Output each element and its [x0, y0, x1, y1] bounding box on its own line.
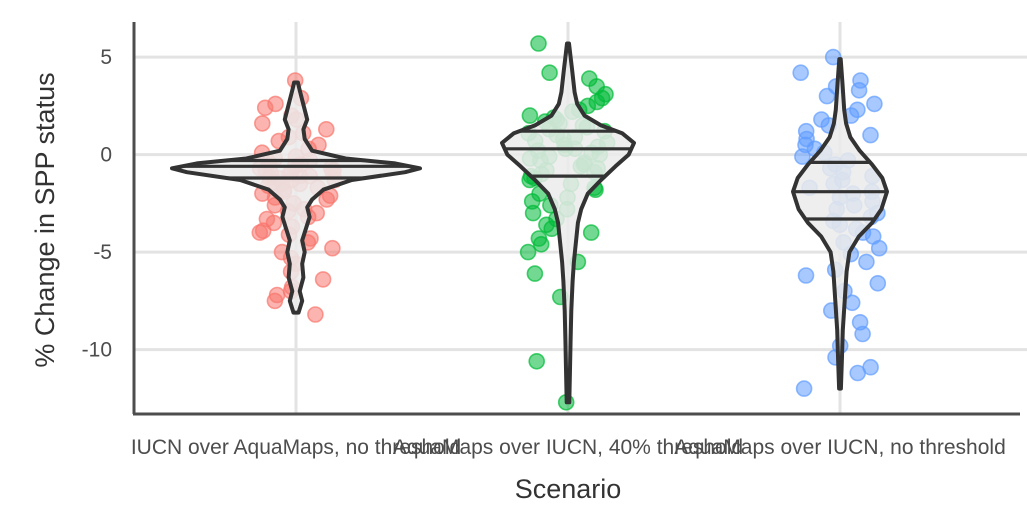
data-point: [317, 121, 335, 138]
data-point: [524, 204, 542, 222]
violin-shape: [791, 57, 889, 391]
data-point: [869, 274, 887, 292]
data-point: [797, 267, 815, 284]
x-tick-label: AquaMaps over IUCN, 40% threshold: [393, 436, 743, 459]
data-point: [870, 239, 888, 257]
data-point: [521, 107, 539, 124]
data-point: [314, 271, 332, 288]
axes: [132, 22, 1020, 416]
y-tick-label: -5: [93, 241, 112, 264]
data-point: [854, 325, 871, 343]
data-point: [251, 224, 269, 241]
data-point: [324, 239, 341, 257]
y-tick-label: -10: [82, 339, 112, 362]
data-point: [532, 236, 550, 253]
data-point: [530, 35, 547, 52]
data-point: [253, 115, 271, 132]
data-point: [526, 265, 544, 282]
data-point: [794, 148, 811, 165]
data-point: [862, 126, 879, 144]
data-point: [541, 64, 558, 81]
data-point: [307, 306, 324, 323]
violin-shape: [170, 80, 422, 315]
x-tick-label: IUCN over AquaMaps, no threshold: [131, 436, 461, 459]
data-point: [266, 292, 284, 310]
data-point: [519, 243, 537, 261]
y-axis-title: % Change in SPP status: [30, 72, 60, 367]
data-point: [792, 64, 810, 81]
y-tick-label: 0: [100, 144, 112, 167]
data-point: [795, 380, 813, 397]
x-tick-label: AquaMaps over IUCN, no threshold: [674, 436, 1006, 459]
violins: [170, 41, 889, 405]
data-point: [866, 95, 883, 113]
violin-shape: [500, 41, 636, 405]
data-point: [858, 253, 875, 271]
data-point: [843, 294, 861, 312]
data-point: [267, 95, 284, 113]
data-point: [818, 87, 836, 105]
data-point: [582, 224, 600, 241]
data-point: [528, 352, 546, 370]
data-point: [850, 82, 868, 99]
data-point: [849, 364, 867, 382]
x-axis-title: Scenario: [515, 474, 622, 504]
data-point: [318, 191, 336, 208]
y-tick-label: 5: [100, 46, 112, 69]
